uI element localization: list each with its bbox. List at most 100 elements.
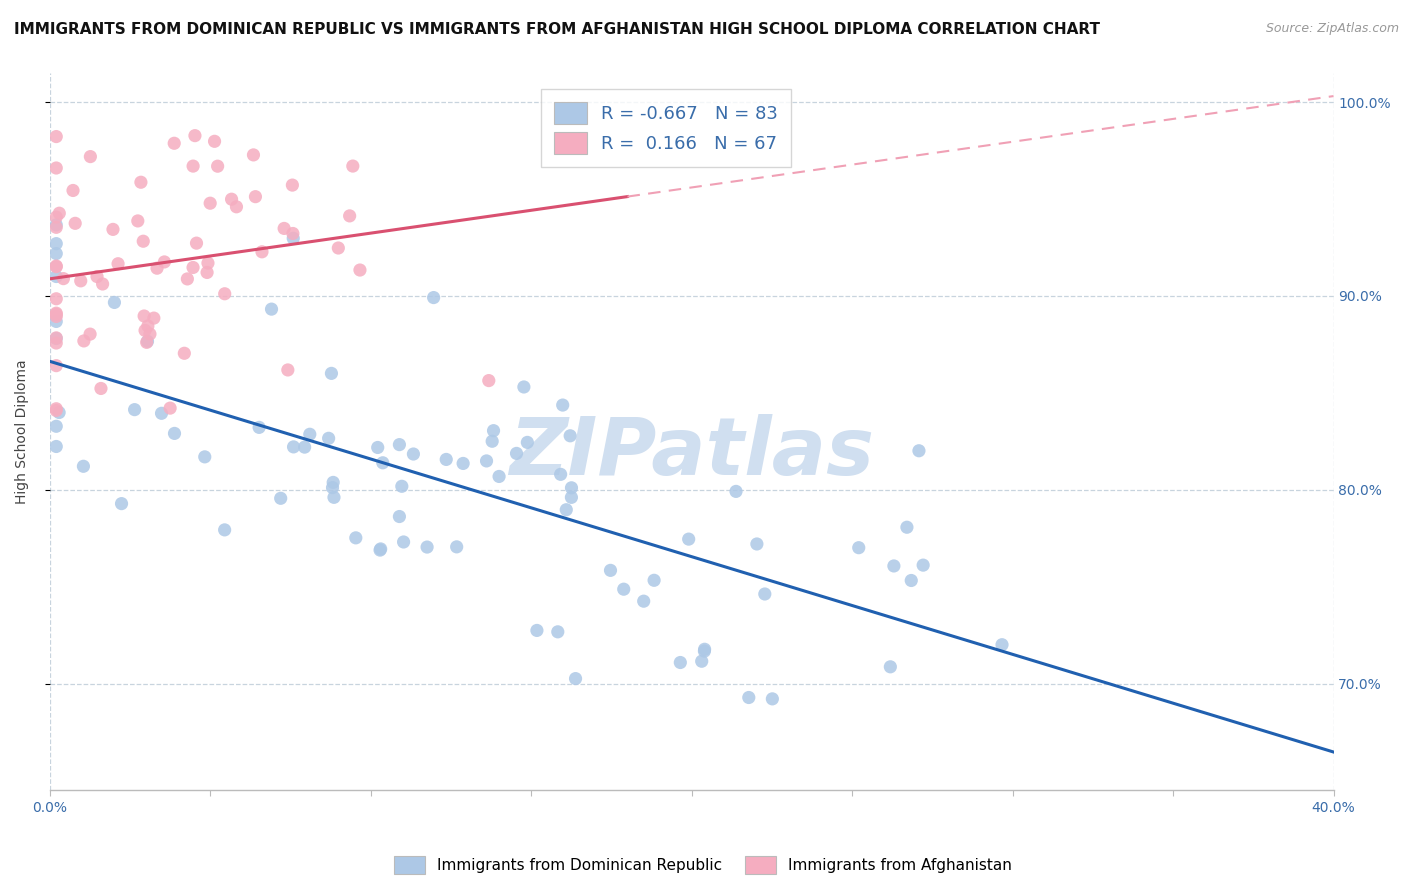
Point (86, 269, 108, 284)
Point (550, 467, 572, 482)
Point (328, 241, 350, 255)
Legend: Immigrants from Dominican Republic, Immigrants from Afghanistan: Immigrants from Dominican Republic, Immi… (388, 850, 1018, 880)
Point (560, 491, 582, 505)
Point (560, 429, 582, 443)
Point (564, 672, 586, 686)
Point (45, 401, 67, 416)
Point (132, 234, 155, 248)
Point (633, 594, 655, 608)
Point (45, 220, 67, 235)
Point (45, 210, 67, 224)
Point (273, 221, 295, 235)
Point (745, 537, 768, 551)
Point (281, 227, 304, 241)
Point (127, 214, 149, 228)
Point (260, 302, 283, 317)
Point (45, 310, 67, 324)
Point (45, 306, 67, 320)
Point (693, 644, 716, 658)
Text: Source: ZipAtlas.com: Source: ZipAtlas.com (1265, 22, 1399, 36)
Point (283, 440, 305, 454)
Point (446, 540, 468, 554)
Point (214, 523, 236, 537)
Point (371, 456, 394, 470)
Point (416, 540, 439, 554)
Point (738, 690, 761, 705)
Point (45, 331, 67, 345)
Point (321, 481, 343, 495)
Point (204, 134, 226, 148)
Point (402, 447, 425, 461)
Point (294, 440, 316, 454)
Point (142, 311, 165, 326)
Point (848, 541, 870, 555)
Point (45, 336, 67, 351)
Point (207, 159, 229, 173)
Point (184, 128, 207, 143)
Point (45, 359, 67, 373)
Point (134, 309, 156, 323)
Point (79, 327, 101, 342)
Point (245, 189, 267, 203)
Text: ZIPatlas: ZIPatlas (509, 414, 875, 492)
Point (754, 587, 776, 601)
Point (370, 541, 392, 556)
Point (69, 274, 91, 288)
Point (195, 265, 218, 279)
Point (45, 403, 67, 417)
Point (45, 314, 67, 328)
Point (52, 271, 75, 285)
Point (912, 558, 935, 573)
Point (488, 469, 510, 483)
Point (146, 261, 169, 276)
Point (198, 196, 221, 211)
Point (349, 263, 371, 277)
Point (45, 419, 67, 434)
Point (45, 269, 67, 284)
Point (107, 257, 129, 271)
Point (560, 481, 582, 495)
Point (136, 318, 159, 333)
Point (283, 231, 305, 245)
Point (391, 479, 413, 493)
Point (45, 161, 67, 175)
Point (669, 656, 692, 670)
Point (505, 446, 527, 460)
Point (526, 624, 548, 638)
Point (163, 426, 186, 441)
Point (298, 427, 321, 442)
Point (139, 326, 162, 341)
Point (392, 535, 415, 549)
Point (72, 459, 94, 474)
Point (45, 259, 67, 273)
Point (242, 148, 264, 162)
Point (186, 236, 208, 251)
Point (45, 440, 67, 454)
Point (883, 558, 905, 573)
Legend: R = -0.667   N = 83, R =  0.166   N = 67: R = -0.667 N = 83, R = 0.166 N = 67 (541, 89, 790, 167)
Point (181, 260, 204, 275)
Point (693, 642, 716, 657)
Point (551, 398, 574, 412)
Point (991, 638, 1014, 652)
Point (613, 582, 636, 597)
Point (643, 574, 665, 588)
Point (45, 292, 67, 306)
Point (214, 286, 236, 301)
Point (45, 129, 67, 144)
Point (45, 246, 67, 260)
Point (103, 295, 125, 310)
Point (547, 624, 569, 639)
Point (124, 402, 146, 417)
Point (513, 380, 536, 394)
Point (339, 209, 361, 223)
Point (110, 497, 132, 511)
Point (342, 159, 364, 173)
Point (323, 491, 346, 505)
Point (879, 660, 901, 674)
Point (318, 431, 340, 445)
Point (194, 450, 217, 464)
Point (150, 406, 173, 420)
Point (90, 381, 112, 395)
Point (761, 691, 783, 706)
